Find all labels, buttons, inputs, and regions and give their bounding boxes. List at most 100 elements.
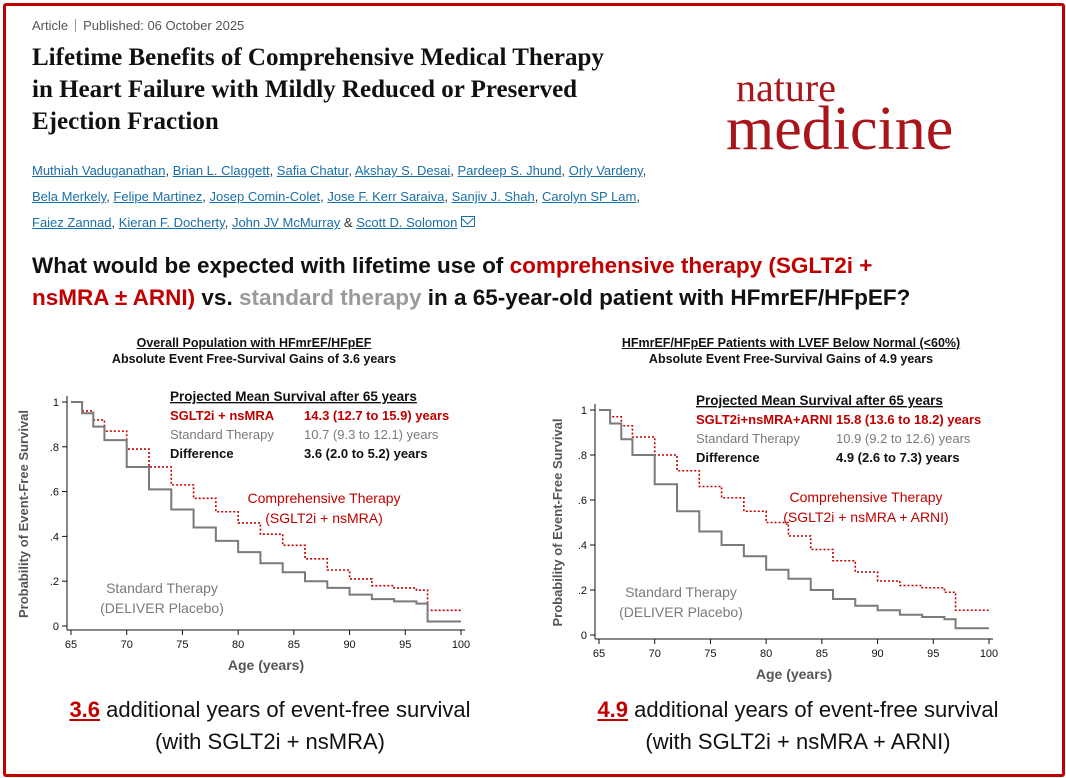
journal-logo-line1: nature [736,65,836,110]
author-link[interactable]: Scott D. Solomon [356,215,458,230]
x-tick-label: 80 [232,639,244,651]
author-line: Muthiah Vaduganathan, Brian L. Claggett,… [32,158,852,184]
summary-text: additional years of event-free survival [100,697,471,722]
projected-survival-row-label: Difference [696,450,760,465]
x-axis-label: Age (years) [228,657,304,673]
author-separator: , [165,163,173,178]
author-separator: , [561,163,569,178]
y-tick-label: 1 [53,397,59,409]
author-link[interactable]: Carolyn SP Lam [541,189,637,204]
journal-logo-line2: medicine [726,95,954,163]
published-date: Published: 06 October 2025 [83,18,245,33]
comprehensive-therapy-curve [599,409,989,612]
author-line: Bela Merkely, Felipe Martinez, Josep Com… [32,184,852,210]
x-axis-label: Age (years) [756,666,832,682]
y-tick-label: .6 [50,487,59,499]
y-tick-label: .2 [578,585,587,597]
author-separator: , [106,189,114,204]
left-chart-title: Overall Population with HFmrEF/HFpEF [136,336,372,350]
projected-survival-row-value: 15.8 (13.6 to 18.2) years [836,412,981,427]
author-separator: , [320,189,328,204]
author-list: Muthiah Vaduganathan, Brian L. Claggett,… [32,158,852,236]
author-link[interactable]: Sanjiv J. Shah [451,189,535,204]
meta-divider [75,19,77,32]
author-link[interactable]: John JV McMurray [231,215,341,230]
left-survival-chart: 0 .2 .4 .6 .8 1 65 70 75 80 85 90 95 100 Age (years) Pr… [16,389,470,673]
author-link[interactable]: Felipe Martinez [113,189,203,204]
y-axis-label: Probability of Event-Free Survival [16,410,31,618]
comprehensive-therapy-label: (SGLT2i + nsMRA) [265,510,383,526]
author-link[interactable]: Pardeep S. Jhund [457,163,562,178]
question-highlight-standard: standard therapy [238,285,422,310]
y-tick-label: .4 [50,531,59,543]
x-tick-label: 75 [176,639,188,651]
author-line: Faiez Zannad, Kieran F. Docherty, John J… [32,210,852,236]
x-tick-label: 70 [121,639,133,651]
projected-survival-header: Projected Mean Survival after 65 years [170,389,417,404]
author-link[interactable]: Safia Chatur [276,163,349,178]
comprehensive-therapy-label: Comprehensive Therapy [789,489,942,505]
author-link[interactable]: Muthiah Vaduganathan [32,163,166,178]
y-tick-label: 0 [581,630,587,642]
author-separator: , [636,189,640,204]
projected-survival-header: Projected Mean Survival after 65 years [696,393,943,408]
right-chart-subtitle: Absolute Event Free-Survival Gains of 4.… [648,352,934,366]
author-link[interactable]: Jose F. Kerr Saraiva [327,189,445,204]
standard-therapy-label: Standard Therapy [625,584,737,600]
y-tick-label: .4 [578,540,587,552]
projected-survival-row-label: Standard Therapy [696,431,800,446]
question-highlight-comprehensive-cont: nsMRA ± ARNI) [32,285,196,310]
projected-survival-row-label: SGLT2i + nsMRA [170,408,275,423]
right-summary: 4.9 additional years of event-free survi… [534,694,1062,758]
standard-therapy-label: (DELIVER Placebo) [100,600,224,616]
y-tick-label: .2 [50,576,59,588]
y-tick-label: .6 [578,495,587,507]
summary-line: (with SGLT2i + nsMRA + ARNI) [645,729,951,754]
author-separator: , [269,163,277,178]
author-link[interactable]: Josep Comin-Colet [209,189,321,204]
summary-line: (with SGLT2i + nsMRA) [154,729,386,754]
standard-therapy-label: (DELIVER Placebo) [619,604,743,620]
question-line: nsMRA ± ARNI) vs. standard therapy in a … [32,282,1042,314]
projected-survival-row-value: 10.7 (9.3 to 12.1) years [304,427,439,442]
article-title: Lifetime Benefits of Comprehensive Medic… [32,42,712,138]
summary-text: additional years of event-free survival [628,697,999,722]
x-tick-label: 100 [980,648,998,660]
question-text: What would be expected with lifetime use… [32,253,510,278]
projected-survival-row-value: 14.3 (12.7 to 15.9) years [304,408,449,423]
author-link[interactable]: Kieran F. Docherty [118,215,225,230]
x-tick-label: 65 [593,648,605,660]
title-line: in Heart Failure with Mildly Reduced or … [32,76,578,103]
author-link[interactable]: Orly Vardeny [568,163,643,178]
left-summary: 3.6 additional years of event-free survi… [6,694,534,758]
author-link[interactable]: Faiez Zannad [32,215,112,230]
y-tick-label: 1 [581,405,587,417]
y-tick-label: .8 [50,442,59,454]
x-tick-label: 80 [760,648,772,660]
question-text: in a 65-year-old patient with HFmrEF/HFp… [421,285,911,310]
author-separator: , [348,163,355,178]
author-separator: , [224,215,232,230]
x-tick-label: 70 [649,648,661,660]
author-link[interactable]: Bela Merkely [32,189,107,204]
author-separator: , [202,189,210,204]
author-link[interactable]: Brian L. Claggett [172,163,270,178]
standard-therapy-curve [71,401,461,623]
x-tick-label: 100 [452,639,470,651]
email-icon[interactable] [461,216,476,227]
question-line: What would be expected with lifetime use… [32,250,1042,282]
summary-number: 4.9 [597,697,629,722]
standard-therapy-label: Standard Therapy [106,580,218,596]
summary-line: 4.9 additional years of event-free survi… [534,694,1062,726]
key-question: What would be expected with lifetime use… [32,250,1042,314]
title-line: Ejection Fraction [32,108,219,135]
standard-therapy-curve [599,409,989,630]
article-meta: Article Published: 06 October 2025 [32,18,244,33]
right-survival-chart: 0 .2 .4 .6 .8 1 65 70 75 80 85 90 95 100 Age (years) Pr… [550,393,998,682]
author-separator: , [450,163,458,178]
projected-survival-row-value: 4.9 (2.6 to 7.3) years [836,450,960,465]
x-tick-label: 85 [288,639,300,651]
author-link[interactable]: Akshay S. Desai [354,163,451,178]
projected-survival-row-value: 10.9 (9.2 to 12.6) years [836,431,971,446]
comprehensive-therapy-label: (SGLT2i + nsMRA + ARNI) [783,509,948,525]
